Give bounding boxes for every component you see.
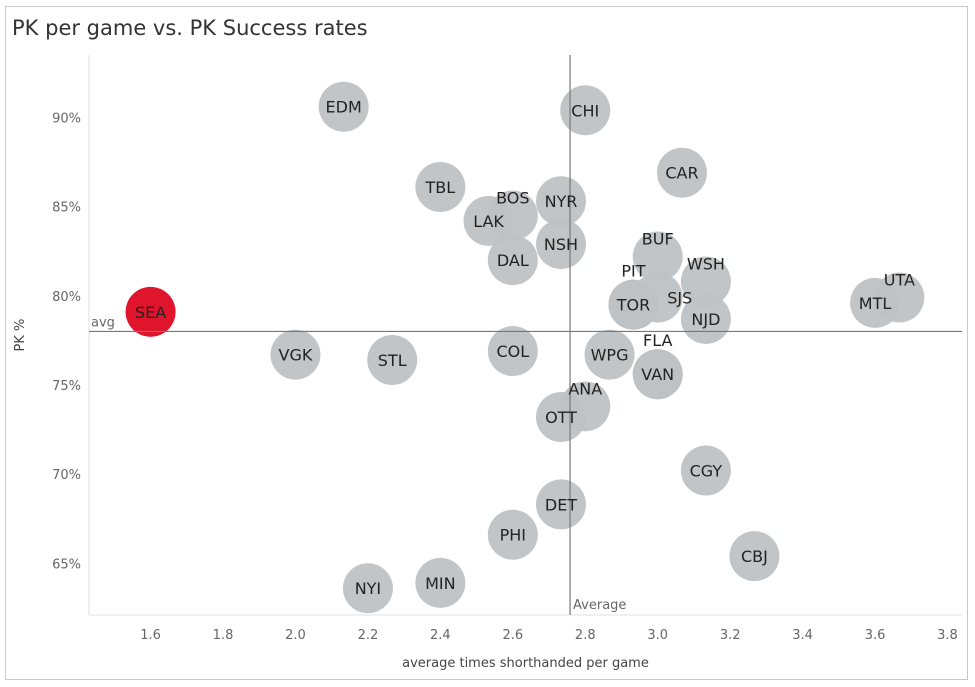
y-tick-label: 65% <box>52 557 81 572</box>
point-label-vgk: VGK <box>279 346 313 365</box>
point-label-mtl: MTL <box>859 294 892 313</box>
data-point-edm <box>318 81 369 132</box>
data-point-col <box>487 326 538 377</box>
point-label-nsh: NSH <box>544 235 578 254</box>
y-tick-label: 85% <box>52 201 81 216</box>
data-point-det <box>535 479 586 530</box>
data-point-nsh <box>535 219 586 270</box>
data-point-ana <box>560 381 611 432</box>
data-point-cbj <box>729 531 780 582</box>
data-point-min <box>415 557 466 608</box>
data-point-wsh <box>680 256 731 307</box>
point-label-ana: ANA <box>568 379 602 398</box>
point-label-dal: DAL <box>497 251 529 270</box>
x-tick-label: 2.2 <box>358 628 379 643</box>
x-tick-label: 1.6 <box>140 628 161 643</box>
data-point-fla <box>632 349 683 400</box>
point-label-wpg: WPG <box>591 346 629 365</box>
y-tick-label: 80% <box>52 290 81 305</box>
point-label-sea: SEA <box>135 303 166 322</box>
point-label-phi: PHI <box>500 526 526 545</box>
point-label-sjs: SJS <box>667 289 692 308</box>
x-tick-label: 3.8 <box>937 628 958 643</box>
data-point-wpg <box>584 329 635 380</box>
y-tick-label: 70% <box>52 468 81 483</box>
data-point-buf <box>632 231 683 282</box>
x-tick-label: 2.8 <box>575 628 596 643</box>
x-tick-label: 3.2 <box>720 628 741 643</box>
point-label-pit: PIT <box>621 262 645 281</box>
x-tick-label: 2.6 <box>502 628 523 643</box>
point-label-buf: BUF <box>642 230 674 249</box>
data-point-vgk <box>270 329 321 380</box>
point-label-col: COL <box>496 342 529 361</box>
data-point-nyr <box>535 176 586 227</box>
point-label-tor: TOR <box>616 296 650 315</box>
data-point-phi <box>487 509 538 560</box>
point-label-nyi: NYI <box>355 579 381 598</box>
point-label-det: DET <box>545 495 577 514</box>
point-label-nyr: NYR <box>545 192 578 211</box>
point-label-cgy: CGY <box>690 462 723 481</box>
x-axis-label: average times shorthanded per game <box>402 656 649 671</box>
data-point-chi <box>560 85 611 136</box>
data-point-nyi <box>342 563 393 614</box>
data-point-tbl <box>415 161 466 212</box>
point-label-car: CAR <box>665 164 698 183</box>
y-tick-label: 75% <box>52 379 81 394</box>
point-label-ott: OTT <box>545 408 577 427</box>
x-tick-label: 1.8 <box>213 628 234 643</box>
point-label-van: VAN <box>641 365 674 384</box>
point-label-cbj: CBJ <box>741 547 768 566</box>
y-tick-label: 90% <box>52 111 81 126</box>
point-label-edm: EDM <box>326 98 362 117</box>
point-label-njd: NJD <box>691 310 720 329</box>
data-point-car <box>656 147 707 198</box>
data-point-dal <box>487 235 538 286</box>
data-point-sea <box>125 286 176 337</box>
data-point-uta <box>874 272 925 323</box>
data-point-sjs <box>632 272 683 323</box>
data-point-bos <box>487 190 538 241</box>
x-tick-label: 3.4 <box>792 628 813 643</box>
average-line-label: Average <box>573 598 626 613</box>
point-label-bos: BOS <box>496 189 529 208</box>
x-tick-label: 2.0 <box>285 628 306 643</box>
x-tick-label: 2.4 <box>430 628 451 643</box>
point-label-wsh: WSH <box>687 254 725 273</box>
point-label-tbl: TBL <box>425 178 456 197</box>
point-label-stl: STL <box>378 351 407 370</box>
point-label-chi: CHI <box>571 101 599 120</box>
data-point-stl <box>367 334 418 385</box>
chart-frame <box>5 6 968 680</box>
y-axis-label: PK % <box>13 319 28 352</box>
point-label-lak: LAK <box>473 212 504 231</box>
point-label-min: MIN <box>425 574 456 593</box>
chart-title: PK per game vs. PK Success rates <box>12 16 368 40</box>
data-point-cgy <box>680 445 731 496</box>
x-tick-label: 3.6 <box>865 628 886 643</box>
avg-line-label: avg <box>91 315 115 330</box>
point-label-fla: FLA <box>643 331 672 350</box>
point-label-uta: UTA <box>884 271 915 290</box>
x-tick-label: 3.0 <box>647 628 668 643</box>
